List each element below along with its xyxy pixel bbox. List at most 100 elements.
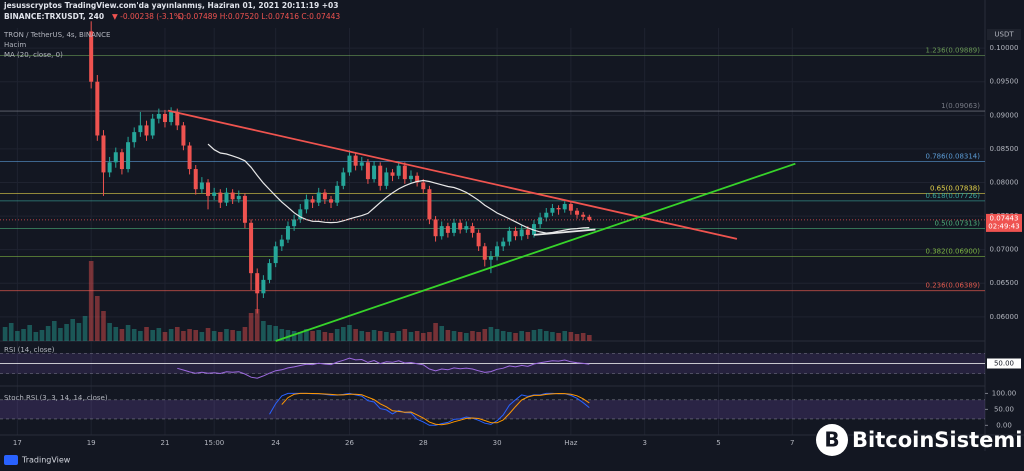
candle-body — [316, 192, 321, 203]
candle-body — [378, 165, 383, 186]
fib-label: 0.5(0.07313) — [934, 220, 980, 228]
candle-body — [175, 111, 180, 126]
symbol: BINANCE:TRXUSDT, 240 — [4, 12, 104, 21]
trendline — [167, 109, 738, 240]
legend-volume: Hacim — [4, 41, 26, 49]
legend-symbol: TRON / TetherUS, 4s, BINANCE — [3, 31, 110, 39]
currency-box — [987, 29, 1021, 40]
candle-body — [347, 155, 352, 173]
volume-bar — [138, 331, 143, 341]
volume-bar — [556, 333, 561, 341]
candle-body — [458, 222, 463, 230]
candle-body — [390, 172, 395, 176]
volume-bar — [218, 332, 223, 341]
rsi-tick-label: 50.00 — [994, 360, 1014, 368]
volume-bar — [334, 329, 340, 341]
volume-bar — [457, 332, 463, 341]
candle-body — [304, 199, 309, 210]
candle-body — [341, 172, 346, 186]
moving-average — [207, 143, 590, 234]
candle-body — [329, 199, 334, 203]
y-tick-label: 0.07000 — [990, 246, 1019, 254]
volume-bar — [236, 331, 242, 341]
candle-body — [568, 203, 573, 211]
candle-body — [150, 118, 155, 136]
volume-bar — [15, 331, 20, 341]
volume-bar — [482, 329, 488, 341]
candle-body — [433, 219, 438, 237]
volume-bar — [64, 324, 69, 341]
volume-bar — [371, 330, 377, 341]
volume-bar — [500, 331, 506, 341]
candle-body — [550, 208, 555, 213]
rsi-title: RSI (14, close) — [4, 346, 55, 354]
volume-bar — [316, 330, 322, 341]
ohlc: O:0.07489 H:0.07520 L:0.07416 C:0.07443 — [178, 12, 340, 21]
volume-bar — [211, 331, 217, 341]
volume-bar — [304, 329, 309, 341]
candle-body — [169, 111, 174, 123]
volume-bar — [205, 328, 211, 341]
volume-bar — [525, 332, 531, 341]
candle-body — [273, 246, 278, 264]
volume-bar — [550, 332, 555, 341]
candle-body — [267, 263, 272, 280]
candle-body — [224, 192, 229, 203]
candle-body — [538, 217, 543, 225]
volume-bar — [187, 329, 192, 341]
volume-bar — [273, 326, 278, 341]
volume-bar — [181, 331, 186, 341]
x-tick-label: 17 — [13, 439, 22, 447]
volume-bar — [156, 328, 162, 341]
candle-body — [562, 203, 567, 210]
candle-body — [132, 132, 137, 143]
candle-body — [156, 113, 161, 119]
fib-label: 0.382(0.06900) — [926, 247, 981, 255]
candle-body — [138, 125, 143, 133]
volume-bar — [310, 331, 315, 341]
volume-bar — [402, 329, 408, 341]
volume-bar — [341, 327, 346, 341]
volume-bar — [519, 331, 524, 341]
volume-bar — [242, 327, 248, 341]
grid — [0, 28, 985, 435]
volume-bar — [33, 332, 39, 341]
volume-bar — [543, 331, 549, 341]
volume-bar — [562, 331, 568, 341]
change: ▼ -0.00238 (-3.1%) — [112, 12, 184, 21]
volume-bar — [494, 329, 500, 341]
last-price-box — [986, 213, 1022, 232]
volume-bar — [174, 327, 180, 341]
candle-body — [95, 81, 100, 136]
candle-body — [525, 229, 530, 235]
candle-body — [365, 162, 370, 180]
fib-label: 1.236(0.09889) — [926, 47, 981, 55]
volume-bar — [297, 332, 303, 341]
legend-ma: MA (20, close, 0) — [4, 51, 63, 59]
volume-bar — [254, 309, 260, 341]
candle-body — [212, 192, 217, 196]
volume-bar — [574, 334, 580, 341]
countdown: 02:49:43 — [988, 222, 1019, 230]
volume-bar — [396, 331, 401, 341]
stoch-title: Stoch RSI (3, 3, 14, 14, close) — [4, 394, 108, 402]
candle-body — [218, 192, 223, 203]
volume-bar — [587, 335, 592, 341]
brand: TradingView — [21, 456, 71, 465]
volume-bar — [439, 326, 445, 341]
volume-bar — [427, 332, 432, 341]
x-tick-label: 5 — [716, 439, 720, 447]
volume-bar — [193, 330, 199, 341]
volume-bar — [27, 325, 32, 341]
volume-bar — [150, 330, 155, 341]
candle-body — [285, 226, 290, 240]
candle-body — [162, 113, 167, 123]
x-tick-label: 7 — [790, 439, 794, 447]
rsi-line — [177, 357, 590, 379]
volume-bar — [322, 332, 328, 341]
candle-body — [452, 222, 457, 233]
volume-bar — [433, 323, 438, 341]
volume-bar — [21, 329, 26, 341]
